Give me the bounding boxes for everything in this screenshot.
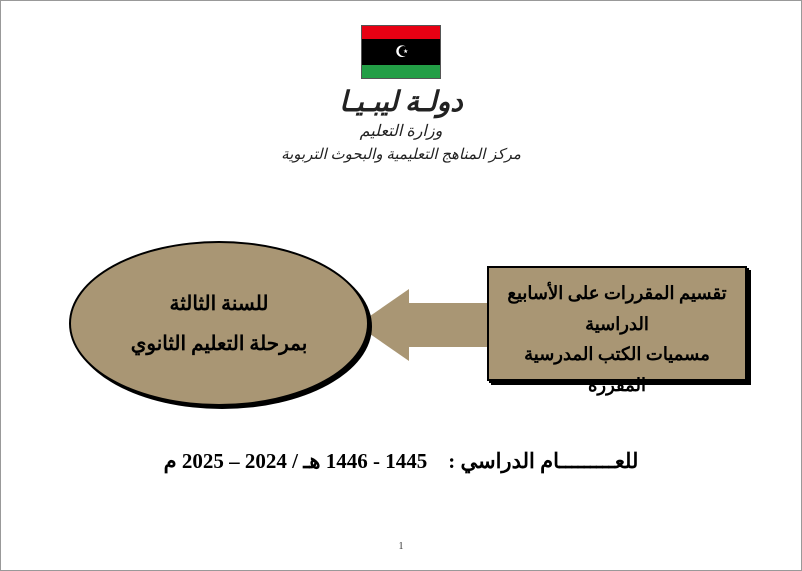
document-header: ☪ دولـة ليبـيـا وزارة التعليم مركز المنا… [1, 1, 801, 164]
flag-emblem: ☪ [395, 42, 407, 62]
division-box-line2: الدراسية [497, 309, 737, 340]
division-box-line3: مسميات الكتب المدرسية المقررة [497, 339, 737, 400]
division-box: تقسيم المقررات على الأسابيع الدراسية مسم… [487, 266, 747, 381]
flag-stripe-green [362, 65, 440, 78]
state-name: دولـة ليبـيـا [1, 85, 801, 119]
center-name: مركز المناهج التعليمية والبحوث التربوية [1, 145, 801, 164]
year-label-suffix: ام الدراسي : [448, 449, 559, 473]
year-sep: / [287, 449, 303, 473]
year-gregorian: 2024 – 2025 م [164, 449, 287, 473]
arrow-left-icon [357, 303, 487, 347]
ministry-name: وزارة التعليم [1, 121, 801, 141]
grade-ellipse-line1: للسنة الثالثة [170, 284, 269, 324]
grade-ellipse-line2: بمرحلة التعليم الثانوي [131, 324, 308, 364]
arrow-shaft [407, 303, 487, 347]
flag-stripe-red [362, 26, 440, 39]
academic-year-line: للعـــــــــام الدراسي : 1445 - 1446 هـ … [1, 449, 801, 474]
flag-stripe-black: ☪ [362, 39, 440, 65]
page-number: 1 [1, 541, 801, 552]
division-box-line1: تقسيم المقررات على الأسابيع [497, 278, 737, 309]
title-diagram: تقسيم المقررات على الأسابيع الدراسية مسم… [1, 251, 801, 421]
year-hijri: 1445 - 1446 هـ [303, 449, 427, 473]
libya-flag-icon: ☪ [361, 25, 441, 79]
year-label-prefix: للعـ [609, 449, 639, 473]
year-label-stretch: ــــــــ [559, 449, 608, 473]
grade-ellipse: للسنة الثالثة بمرحلة التعليم الثانوي [69, 241, 369, 406]
